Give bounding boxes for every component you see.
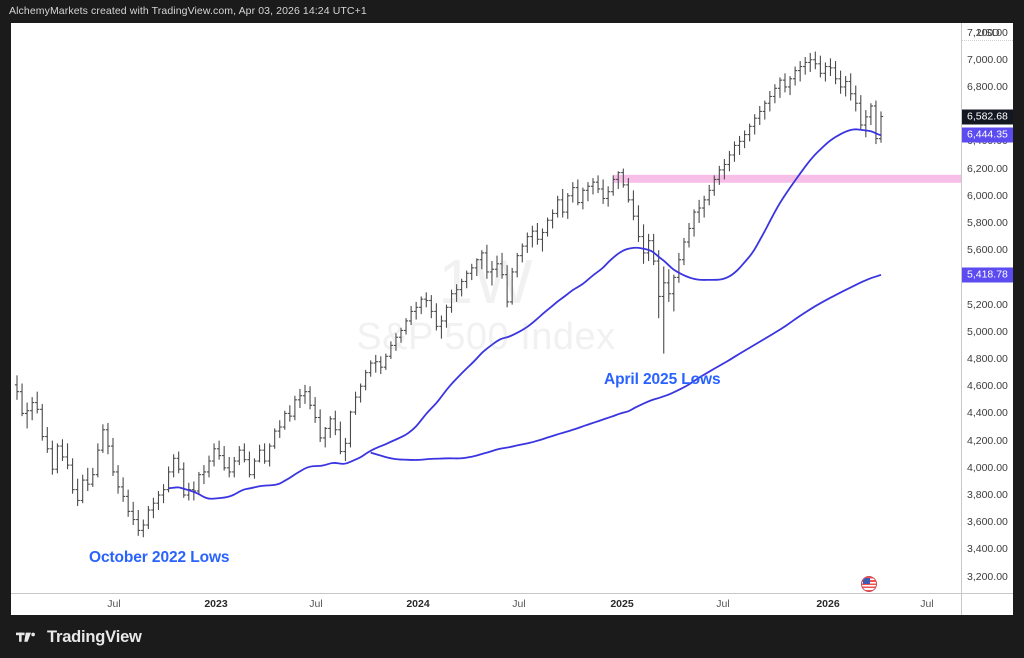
price-tick: 4,400.00 (967, 407, 1008, 420)
price-series-svg (14, 51, 961, 538)
price-tick: 7,200.00 (967, 26, 1008, 39)
price-axis[interactable]: USD 7,200.007,000.006,800.006,600.006,40… (961, 23, 1013, 615)
time-tick: Jul (107, 598, 121, 610)
tradingview-logo-icon (16, 632, 35, 642)
price-tick: 5,200.00 (967, 298, 1008, 311)
branding-bar: TradingView (0, 617, 1024, 658)
currency-label: USD (977, 26, 1000, 39)
time-tick: 2026 (816, 598, 840, 610)
price-tick: 6,000.00 (967, 189, 1008, 202)
moving-average-fast-line (168, 128, 882, 500)
chart-plot-area[interactable]: 1W S&P 500 Index October 2022 Lows April… (11, 23, 961, 593)
resistance-zone-rect (613, 174, 961, 183)
ohlc-bars-group (14, 51, 884, 538)
time-tick: Jul (309, 598, 323, 610)
moving-average-slow-line (370, 273, 882, 461)
time-tick: Jul (920, 598, 934, 610)
last-price-label[interactable]: 6,582.68 (962, 109, 1013, 124)
flag-canton (863, 578, 870, 584)
annotation-april-2025-lows[interactable]: April 2025 Lows (604, 371, 721, 388)
time-tick: 2023 (204, 598, 228, 610)
price-tick: 3,200.00 (967, 570, 1008, 583)
time-axis[interactable]: Jul 2023 Jul 2024 Jul 2025 Jul 2026 Jul (11, 593, 1013, 615)
chart-shell: 1W S&P 500 Index October 2022 Lows April… (10, 22, 1014, 616)
currency-indicator: USD (962, 25, 1013, 41)
price-tick: 5,600.00 (967, 244, 1008, 257)
price-tick: 3,600.00 (967, 516, 1008, 529)
axis-corner (961, 593, 1013, 615)
price-tick: 3,400.00 (967, 543, 1008, 556)
price-tick: 6,800.00 (967, 80, 1008, 93)
price-tick: 4,000.00 (967, 461, 1008, 474)
us-economic-event-flag-icon[interactable] (861, 576, 877, 592)
annotation-october-2022-lows[interactable]: October 2022 Lows (89, 549, 230, 566)
time-tick: Jul (716, 598, 730, 610)
brand-name: TradingView (47, 628, 142, 646)
ma-fast-price-label[interactable]: 6,444.35 (962, 127, 1013, 143)
time-tick: Jul (512, 598, 526, 610)
price-tick: 4,600.00 (967, 380, 1008, 393)
price-tick: 5,000.00 (967, 325, 1008, 338)
price-tick: 6,200.00 (967, 162, 1008, 175)
price-tick: 4,200.00 (967, 434, 1008, 447)
price-tick: 3,800.00 (967, 489, 1008, 502)
ma-slow-price-label[interactable]: 5,418.78 (962, 267, 1013, 283)
price-tick: 7,000.00 (967, 53, 1008, 66)
time-tick: 2024 (406, 598, 430, 610)
price-tick: 4,800.00 (967, 353, 1008, 365)
attribution-bar: AlchemyMarkets created with TradingView.… (0, 0, 1024, 22)
time-tick: 2025 (610, 598, 634, 610)
price-tick: 5,800.00 (967, 216, 1008, 229)
attribution-text: AlchemyMarkets created with TradingView.… (9, 5, 367, 17)
